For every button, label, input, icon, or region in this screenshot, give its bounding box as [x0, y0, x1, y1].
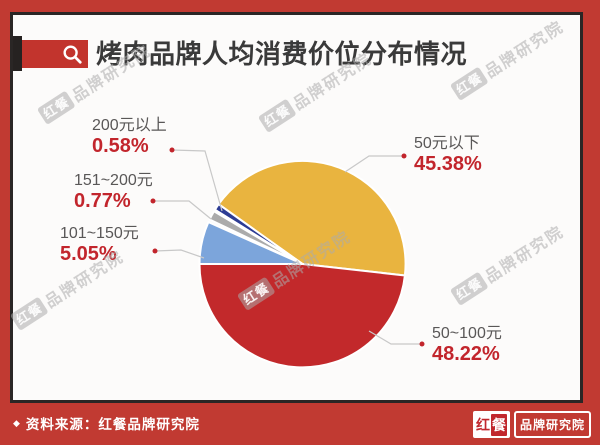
pie-label-value: 0.58% — [92, 135, 149, 157]
pie-label-value: 0.77% — [74, 190, 131, 212]
pie-label-category: 50~100元 — [432, 325, 502, 342]
diamond-bullet-icon: ◆ — [13, 418, 20, 428]
data-source-note: ◆ 资料来源：红餐品牌研究院 — [13, 413, 200, 433]
page-title: 烤肉品牌人均消费价位分布情况 — [96, 39, 468, 69]
pie-label-category: 151~200元 — [74, 172, 153, 189]
title-badge-tab — [13, 36, 22, 71]
pie-label-category: 50元以下 — [414, 135, 480, 152]
pie-label-under-50: 50元以下 45.38% — [414, 134, 482, 175]
brand-logo-text: 品牌研究院 — [513, 411, 591, 438]
title-badge — [22, 40, 88, 68]
pie-label-101-150: 101~150元 5.05% — [60, 224, 139, 265]
pie-label-category: 200元以上 — [92, 117, 167, 134]
pie-label-value: 45.38% — [414, 153, 482, 175]
brand-logo: 红餐 品牌研究院 — [472, 411, 591, 438]
pie-label-value: 5.05% — [60, 243, 117, 265]
pie-label-over-200: 200元以上 0.58% — [92, 116, 167, 157]
data-source-text: 资料来源：红餐品牌研究院 — [25, 417, 200, 432]
magnifier-icon — [63, 45, 82, 64]
pie-label-50-100: 50~100元 48.22% — [432, 324, 502, 365]
pie-label-category: 101~150元 — [60, 225, 139, 242]
pie-label-value: 48.22% — [432, 343, 500, 365]
brand-logo-mark: 红餐 — [472, 411, 510, 438]
brand-logo-char1: 红 — [475, 416, 490, 433]
pie-label-151-200: 151~200元 0.77% — [74, 171, 153, 212]
brand-logo-char2: 餐 — [490, 413, 507, 436]
